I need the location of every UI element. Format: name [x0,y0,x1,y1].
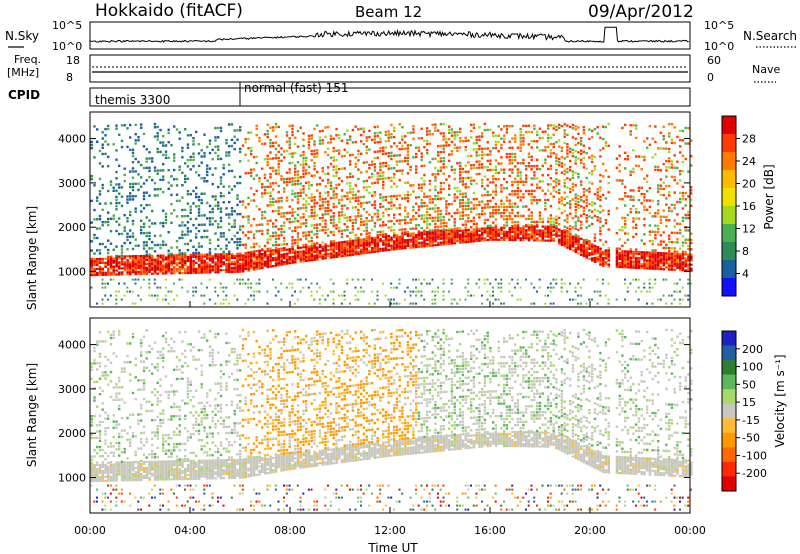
colorbar-segment [722,206,736,225]
y-tick-label: 1000 [58,472,86,485]
nave-tick-top: 60 [707,54,721,67]
nave-label: Nave [752,63,780,76]
beam-title: Beam 12 [355,3,422,21]
power-colorbar: 28 24 20 16 12 8 4 [721,115,756,297]
colorbar-tick: 12 [742,223,756,236]
power-colorbar-label: Power [dB] [762,164,776,229]
colorbar-segment [722,260,736,279]
cpid-panel: CPID themis 3300 normal (fast) 151 [8,81,691,107]
power-panel: 1000 2000 3000 4000 [58,111,693,308]
y-tick-label: 3000 [58,177,86,190]
x-tick-label: 12:00 [374,524,406,537]
nsky-tick-top: 10^5 [52,19,82,32]
colorbar-tick: 200 [742,343,763,356]
colorbar-tick: 4 [742,268,749,281]
colorbar-tick: -15 [742,414,760,427]
colorbar-segment [722,403,736,419]
colorbar-segment [722,374,736,390]
velocity-colorbar-label: Velocity [m s⁻¹] [773,354,787,447]
nsky-trace [89,26,689,43]
colorbar-segment [722,476,736,492]
x-tick-label: 08:00 [274,524,306,537]
velocity-data [90,328,693,511]
date-title: 09/Apr/2012 [588,2,694,22]
freq-tick-top: 18 [66,54,80,67]
colorbar-tick: 28 [742,133,756,146]
freq-panel: Freq. [MHz] 18 8 60 0 Nave [7,53,780,84]
colorbar-segment [722,242,736,261]
colorbar-segment [722,170,736,189]
x-tick-label: 04:00 [174,524,206,537]
y-tick-label: 2000 [58,221,86,234]
colorbar-segment [722,331,736,346]
cpid-segment-1: themis 3300 [95,93,170,107]
colorbar-tick: 15 [742,396,756,409]
colorbar-segment [722,134,736,153]
velocity-panel: 1000 2000 3000 4000 [58,317,693,514]
station-title: Hokkaido (fitACF) [95,1,243,21]
velocity-ylabel: Slant Range [km] [25,363,39,467]
y-tick-label: 2000 [58,427,86,440]
y-tick-label: 1000 [58,266,86,279]
cpid-segment-2: normal (fast) 151 [244,81,348,95]
colorbar-segment [722,389,736,405]
x-axis-label: Time UT [367,541,418,554]
freq-tick-bottom: 8 [66,71,73,84]
x-tick-label: 00:00 [674,524,706,537]
power-data [90,122,693,305]
nave-tick-bottom: 0 [707,71,714,84]
nsearch-tick-bottom: 10^0 [704,40,734,53]
colorbar-segment [722,360,736,375]
colorbar-tick: 50 [742,378,756,391]
colorbar-segment [722,116,736,135]
colorbar-tick: 24 [742,155,756,168]
y-tick-label: 3000 [58,383,86,396]
freq-label-line1: Freq. [14,53,41,66]
colorbar-tick: 8 [742,245,749,258]
nsky-label: N.Sky [5,29,39,43]
x-tick-label: 00:00 [74,524,106,537]
y-tick-label: 4000 [58,339,86,352]
colorbar-tick: 16 [742,200,756,213]
colorbar-segment [722,418,736,434]
colorbar-tick: 100 [742,361,763,374]
x-tick-label: 20:00 [574,524,606,537]
freq-label-line2: [MHz] [7,66,39,79]
colorbar-tick: -100 [742,449,767,462]
y-tick-label: 4000 [58,133,86,146]
cpid-label: CPID [8,88,40,102]
colorbar-segment [722,345,736,361]
colorbar-tick: -200 [742,467,767,480]
colorbar-segment [722,432,736,448]
colorbar-segment [722,461,736,477]
colorbar-segment [722,278,736,297]
colorbar-segment [722,152,736,171]
colorbar-tick: -50 [742,432,760,445]
colorbar-segment [722,224,736,243]
power-ylabel: Slant Range [km] [25,206,39,310]
x-tick-label: 16:00 [474,524,506,537]
colorbar-tick: 20 [742,178,756,191]
colorbar-segment [722,188,736,207]
velocity-colorbar: 200 100 50 15 -15 -50 -100 -200 [721,330,767,492]
nsky-panel: N.Sky 10^5 10^0 10^5 10^0 N.Search [5,19,797,53]
nsearch-label: N.Search [743,29,797,43]
colorbar-segment [722,447,736,463]
nsearch-tick-top: 10^5 [704,19,734,32]
nsky-tick-bottom: 10^0 [52,40,82,53]
